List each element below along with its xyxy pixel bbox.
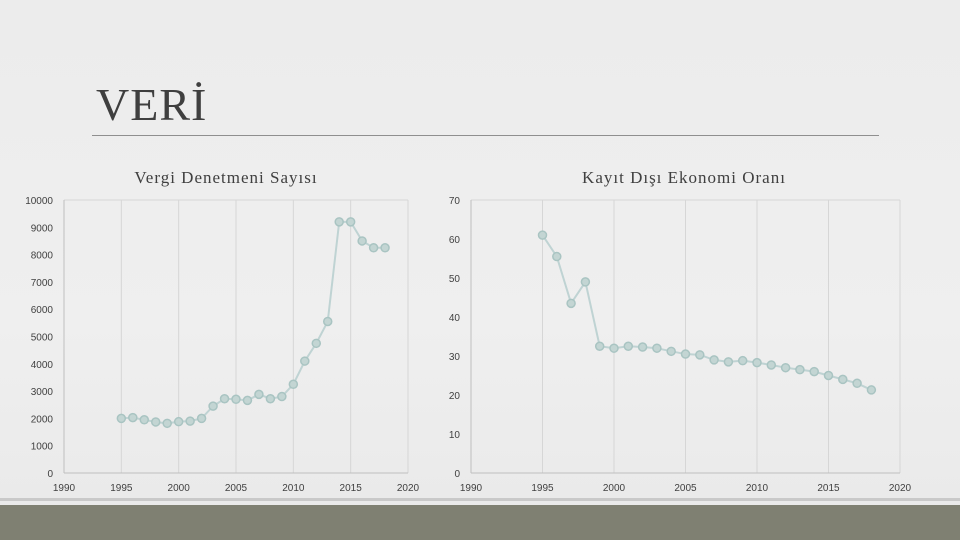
tax-data-point (254, 389, 264, 400)
informal-data-point (737, 355, 748, 366)
tax-chart-title: Vergi Denetmeni Sayısı (134, 168, 317, 187)
informal-data-point (752, 357, 762, 368)
tax-y-tick-label: 1000 (31, 442, 54, 453)
informal-x-tick-label: 2000 (603, 483, 626, 494)
informal-y-tick-label: 30 (449, 352, 461, 363)
tax-data-point (116, 413, 127, 424)
informal-data-point (552, 251, 562, 262)
informal-y-tick-label: 70 (449, 196, 461, 207)
tax-data-point (334, 217, 344, 227)
tax-data-point (208, 401, 218, 411)
tax-data-point (185, 416, 195, 426)
informal-data-point (652, 343, 662, 353)
informal-x-tick-label: 2015 (817, 483, 840, 494)
informal-data-point (866, 385, 877, 395)
tax-y-tick-label: 3000 (31, 387, 54, 398)
informal-series-line (541, 234, 872, 391)
informal-data-point (723, 357, 734, 367)
tax-y-tick-label: 8000 (31, 251, 54, 262)
informal-x-tick-label: 1990 (460, 483, 483, 494)
tax-x-tick-label: 2015 (340, 483, 363, 494)
tax-x-tick-label: 2005 (225, 483, 248, 494)
informal-x-tick-label: 2005 (674, 483, 697, 494)
tax-data-point (345, 217, 356, 227)
informal-x-tick-label: 1995 (531, 483, 554, 494)
informal-data-point (594, 341, 605, 351)
informal-y-tick-label: 40 (449, 313, 461, 324)
tax-data-point (219, 393, 230, 404)
informal-data-point (838, 374, 848, 385)
tax-data-point (196, 413, 207, 424)
tax-data-point (380, 243, 390, 253)
tax-y-tick-label: 2000 (31, 414, 54, 425)
footer-divider (0, 498, 960, 501)
tax-y-tick-label: 7000 (31, 278, 54, 289)
tax-data-point (139, 415, 150, 425)
tax-x-tick-label: 1995 (110, 483, 133, 494)
informal-y-tick-label: 10 (449, 430, 461, 441)
informal-data-point (637, 342, 648, 352)
informal-data-point (766, 360, 777, 370)
informal-data-point (580, 277, 591, 287)
informal-data-point (623, 341, 634, 351)
tax-data-point (162, 418, 172, 429)
informal-y-tick-label: 50 (449, 274, 461, 285)
tax-data-point (311, 338, 322, 349)
informal-data-point (566, 298, 576, 309)
footer-bar (0, 505, 960, 540)
informal-data-point (809, 366, 819, 377)
tax-y-tick-label: 0 (47, 469, 53, 480)
tax-data-point (322, 316, 333, 327)
informal-data-point (666, 346, 676, 357)
tax-data-point (288, 379, 299, 390)
tax-data-point (242, 395, 253, 406)
informal-data-point (780, 362, 791, 373)
title-divider (92, 135, 879, 136)
informal-x-tick-label: 2010 (746, 483, 769, 494)
tax-data-point (150, 417, 161, 427)
informal-data-point (795, 364, 805, 375)
tax-y-tick-label: 6000 (31, 305, 54, 316)
tax-x-tick-label: 2020 (397, 483, 420, 494)
tax-data-point (277, 391, 287, 402)
informal-chart-title: Kayıt Dışı Ekonomi Oranı (582, 168, 786, 187)
tax-data-point (173, 416, 184, 427)
slide-title: VERİ (96, 79, 208, 130)
tax-data-point (357, 236, 367, 246)
informal-data-point (609, 343, 619, 353)
tax-data-point (128, 412, 138, 423)
informal-data-point (823, 370, 834, 381)
tax-data-point (231, 394, 241, 405)
tax-y-tick-label: 10000 (25, 196, 53, 207)
tax-data-point (265, 393, 276, 404)
tax-data-point (300, 356, 310, 366)
tax-y-tick-label: 9000 (31, 223, 54, 234)
informal-data-point (537, 230, 548, 240)
informal-y-tick-label: 20 (449, 391, 461, 402)
tax-x-tick-label: 2010 (282, 483, 305, 494)
informal-data-point (695, 350, 705, 360)
tax-data-point (368, 243, 379, 253)
tax-x-tick-label: 2000 (168, 483, 191, 494)
informal-data-point (680, 349, 691, 359)
informal-data-point (709, 355, 719, 365)
tax-y-tick-label: 5000 (31, 333, 54, 344)
informal-data-point (852, 378, 862, 389)
informal-y-tick-label: 60 (449, 235, 461, 246)
informal-y-tick-label: 0 (454, 469, 460, 480)
tax-x-tick-label: 1990 (53, 483, 76, 494)
informal-x-tick-label: 2020 (889, 483, 912, 494)
tax-y-tick-label: 4000 (31, 360, 54, 371)
